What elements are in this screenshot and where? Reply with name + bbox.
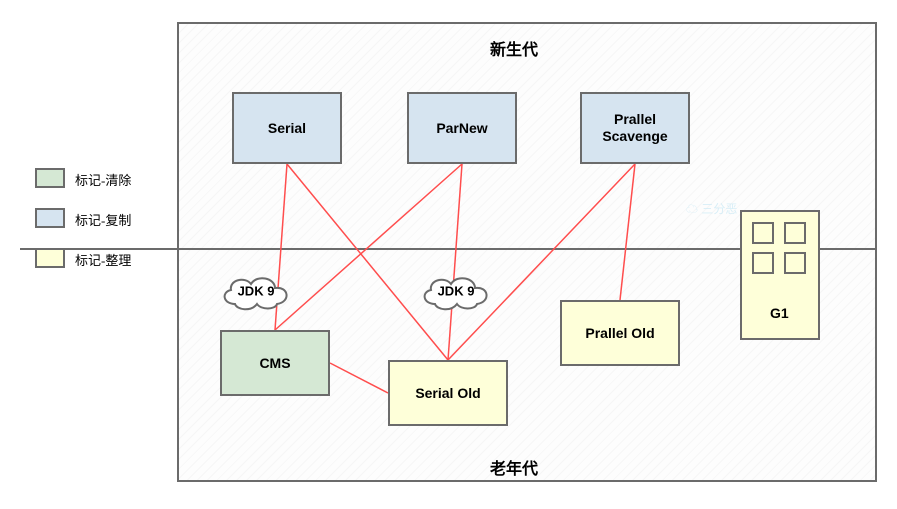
legend-swatch-blue	[35, 208, 65, 228]
node-serial: Serial	[232, 92, 342, 164]
node-parallelold: Prallel Old	[560, 300, 680, 366]
g1-region-icon	[784, 252, 806, 274]
watermark: ☁ 三分恶	[686, 200, 737, 217]
legend-label: 标记-清除	[75, 170, 131, 189]
node-label: CMS	[259, 355, 290, 372]
legend-swatch-green	[35, 168, 65, 188]
node-label: Prallel Old	[585, 325, 654, 342]
cloud-label: JDK 9	[438, 284, 475, 299]
cloud-label: JDK 9	[238, 284, 275, 299]
node-label: Serial Old	[415, 385, 480, 402]
node-label: Serial	[268, 120, 306, 137]
young-gen-title: 新生代	[490, 36, 538, 60]
node-label: PrallelScavenge	[602, 111, 667, 145]
node-serialold: Serial Old	[388, 360, 508, 426]
node-label: G1	[770, 305, 789, 321]
old-gen-title: 老年代	[490, 455, 538, 479]
legend-label: 标记-复制	[75, 210, 131, 229]
cloud-annotation: JDK 9	[217, 270, 295, 312]
node-label: ParNew	[436, 120, 487, 137]
legend-label: 标记-整理	[75, 250, 131, 269]
legend-swatch-yellow	[35, 248, 65, 268]
g1-region-icon	[784, 222, 806, 244]
g1-region-icon	[752, 252, 774, 274]
g1-region-icon	[752, 222, 774, 244]
cloud-annotation: JDK 9	[417, 270, 495, 312]
node-parscavenge: PrallelScavenge	[580, 92, 690, 164]
node-parnew: ParNew	[407, 92, 517, 164]
node-cms: CMS	[220, 330, 330, 396]
